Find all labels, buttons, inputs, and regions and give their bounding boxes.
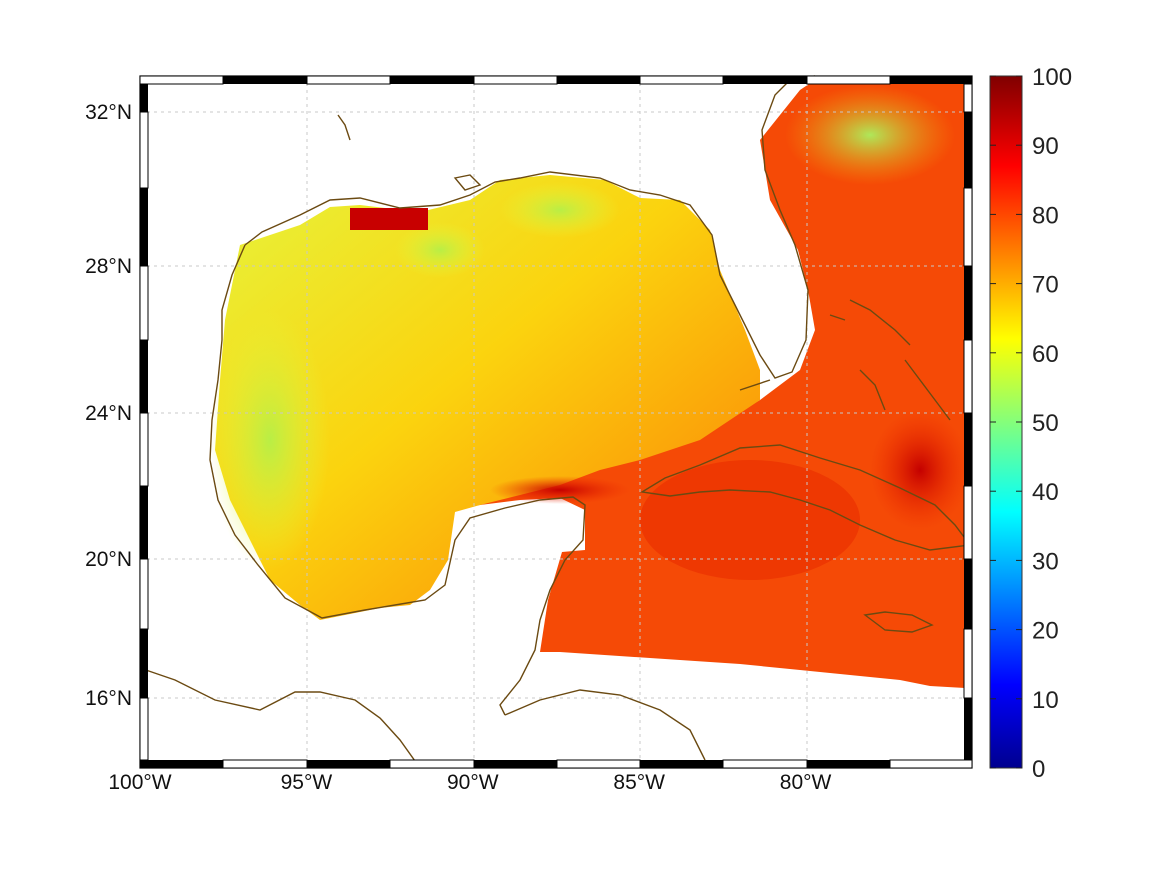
data-field (210, 80, 970, 688)
lon-tick-label: 85°W (613, 771, 665, 794)
colorbar-tick-label: 10 (1032, 687, 1059, 714)
colorbar-tick-label: 90 (1032, 133, 1059, 160)
dark-red-east (870, 410, 970, 530)
lon-tick-label: 90°W (447, 771, 499, 794)
colorbar-tick-label: 50 (1032, 410, 1059, 437)
western-green-patch (210, 310, 330, 570)
colorbar-tick-label: 20 (1032, 618, 1059, 645)
atlantic-green-patch (785, 85, 955, 185)
latitude-labels: 16°N 20°N 24°N 28°N 32°N (85, 101, 132, 710)
dark-red-spot (350, 208, 428, 230)
lat-tick-label: 20°N (85, 548, 132, 571)
lat-tick-label: 16°N (85, 687, 132, 710)
lon-tick-label: 95°W (281, 771, 333, 794)
dark-red-yucatan (490, 476, 630, 504)
colorbar-tick-label: 0 (1032, 756, 1045, 783)
north-green-patch (395, 222, 485, 278)
lat-tick-label: 32°N (85, 101, 132, 124)
grid-lines (140, 76, 972, 768)
lat-tick-label: 24°N (85, 402, 132, 425)
colorbar-ticks: 0 10 20 30 40 50 60 70 80 90 100 (990, 64, 1072, 783)
caribbean-core (640, 460, 860, 580)
lat-tick-label: 28°N (85, 255, 132, 278)
colorbar-tick-label: 60 (1032, 341, 1059, 368)
gulf-field (215, 175, 760, 620)
map-frame (139, 75, 973, 769)
colorbar-tick-label: 30 (1032, 548, 1059, 575)
lon-tick-label: 80°W (780, 771, 832, 794)
colorbar-tick-label: 40 (1032, 479, 1059, 506)
colorbar-tick-label: 80 (1032, 202, 1059, 229)
lon-tick-label: 100°W (108, 771, 171, 794)
colorbar-tick-label: 70 (1032, 272, 1059, 299)
colorbar-tick-label: 100 (1032, 64, 1072, 91)
longitude-labels: 100°W 95°W 90°W 85°W 80°W (108, 771, 831, 794)
colorbar: 0 10 20 30 40 50 60 70 80 90 100 (989, 64, 1072, 783)
northeast-green-patch (500, 182, 620, 238)
